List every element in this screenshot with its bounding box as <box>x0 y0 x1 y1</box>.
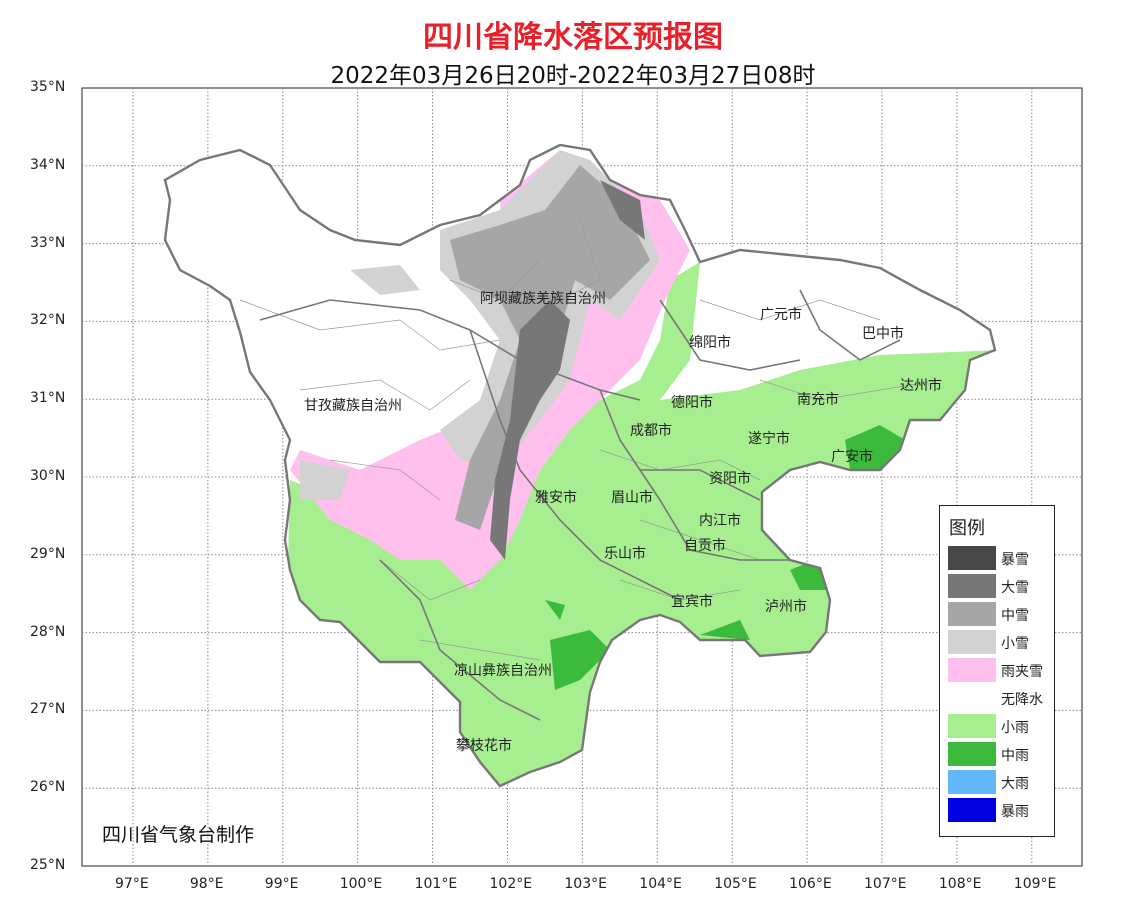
region-label: 广安市 <box>831 449 873 465</box>
legend-swatch <box>948 686 996 710</box>
legend-label: 暴雪 <box>1001 552 1029 568</box>
legend-swatch <box>948 546 996 570</box>
lon-tick-label: 99°E <box>264 876 299 892</box>
legend-item: 小雨 <box>948 714 1058 738</box>
legend-swatch <box>948 658 996 682</box>
legend: 图例 暴雪大雪中雪小雪雨夹雪无降水小雨中雨大雨暴雨 <box>939 505 1055 837</box>
region-label: 内江市 <box>699 513 741 529</box>
legend-swatch <box>948 714 996 738</box>
lon-tick-label: 108°E <box>938 876 982 892</box>
lon-tick-label: 100°E <box>339 876 383 892</box>
region-label: 甘孜藏族自治州 <box>304 398 402 414</box>
legend-label: 无降水 <box>1001 692 1043 708</box>
legend-item: 中雪 <box>948 602 1058 626</box>
legend-item: 暴雪 <box>948 546 1058 570</box>
lon-tick-label: 105°E <box>714 876 757 892</box>
lat-tick-label: 32°N <box>30 312 66 329</box>
legend-label: 中雪 <box>1001 608 1029 624</box>
region-label: 乐山市 <box>604 546 646 562</box>
lon-tick-label: 102°E <box>489 876 533 892</box>
lon-tick-label: 98°E <box>189 876 224 892</box>
legend-label: 暴雨 <box>1001 804 1029 820</box>
legend-item: 大雨 <box>948 770 1058 794</box>
lon-tick-label: 104°E <box>639 876 682 892</box>
legend-item: 中雨 <box>948 742 1058 766</box>
lat-tick-label: 30°N <box>30 468 66 484</box>
legend-item: 无降水 <box>948 686 1058 710</box>
region-label: 德阳市 <box>671 395 713 411</box>
region-label: 凉山彝族自治州 <box>454 663 552 679</box>
lat-tick-label: 28°N <box>30 623 66 640</box>
legend-swatch <box>948 770 996 794</box>
legend-label: 大雪 <box>1001 580 1029 596</box>
lat-tick-label: 29°N <box>30 545 66 562</box>
lat-tick-label: 27°N <box>30 701 66 718</box>
region-label: 巴中市 <box>862 326 904 342</box>
legend-label: 雨夹雪 <box>1001 664 1043 680</box>
region-label: 绵阳市 <box>689 335 731 351</box>
legend-title: 图例 <box>949 518 985 539</box>
region-label: 南充市 <box>797 392 839 408</box>
legend-item: 小雪 <box>948 630 1058 654</box>
region-label: 遂宁市 <box>748 431 790 447</box>
legend-item: 大雪 <box>948 574 1058 598</box>
moderate-rain-area <box>545 425 905 690</box>
lat-tick-label: 31°N <box>30 390 66 407</box>
region-label: 成都市 <box>630 423 672 439</box>
legend-label: 小雨 <box>1001 720 1029 736</box>
region-label: 宜宾市 <box>671 594 713 610</box>
lon-tick-label: 109°E <box>1013 876 1057 892</box>
region-label: 攀枝花市 <box>456 738 512 754</box>
lat-tick-label: 25°N <box>30 857 66 873</box>
region-label: 资阳市 <box>709 471 751 487</box>
lon-tick-label: 97°E <box>115 876 149 892</box>
region-label: 自贡市 <box>684 538 726 554</box>
legend-label: 大雨 <box>1001 776 1029 792</box>
region-label: 雅安市 <box>535 490 577 506</box>
legend-swatch <box>948 602 996 626</box>
lat-tick-label: 33°N <box>30 234 66 251</box>
legend-swatch <box>948 574 996 598</box>
lat-tick-label: 35°N <box>30 79 66 95</box>
map-title: 四川省降水落区预报图 <box>423 20 723 55</box>
lon-tick-label: 103°E <box>564 876 607 892</box>
heavy-snow-area <box>490 180 645 560</box>
region-label: 泸州市 <box>765 599 807 615</box>
prefecture-boundaries <box>259 289 901 721</box>
lon-tick-label: 101°E <box>414 876 458 892</box>
legend-swatch <box>948 798 996 822</box>
lat-tick-label: 26°N <box>30 779 66 796</box>
region-label: 广元市 <box>760 307 802 323</box>
legend-swatch <box>948 630 996 654</box>
forecast-period: 2022年03月26日20时-2022年03月27日08时 <box>330 63 816 89</box>
region-label: 阿坝藏族羌族自治州 <box>480 291 606 307</box>
lat-tick-label: 34°N <box>30 156 66 173</box>
lon-tick-label: 106°E <box>789 876 832 892</box>
county-boundaries <box>239 219 941 661</box>
legend-label: 中雨 <box>1001 748 1029 764</box>
lon-tick-label: 107°E <box>864 876 907 892</box>
legend-item: 雨夹雪 <box>948 658 1058 682</box>
legend-label: 小雪 <box>1001 636 1029 652</box>
credit-text: 四川省气象台制作 <box>102 824 255 846</box>
region-label: 达州市 <box>900 378 942 394</box>
legend-swatch <box>948 742 996 766</box>
region-label: 眉山市 <box>611 490 653 506</box>
legend-item: 暴雨 <box>948 798 1058 822</box>
